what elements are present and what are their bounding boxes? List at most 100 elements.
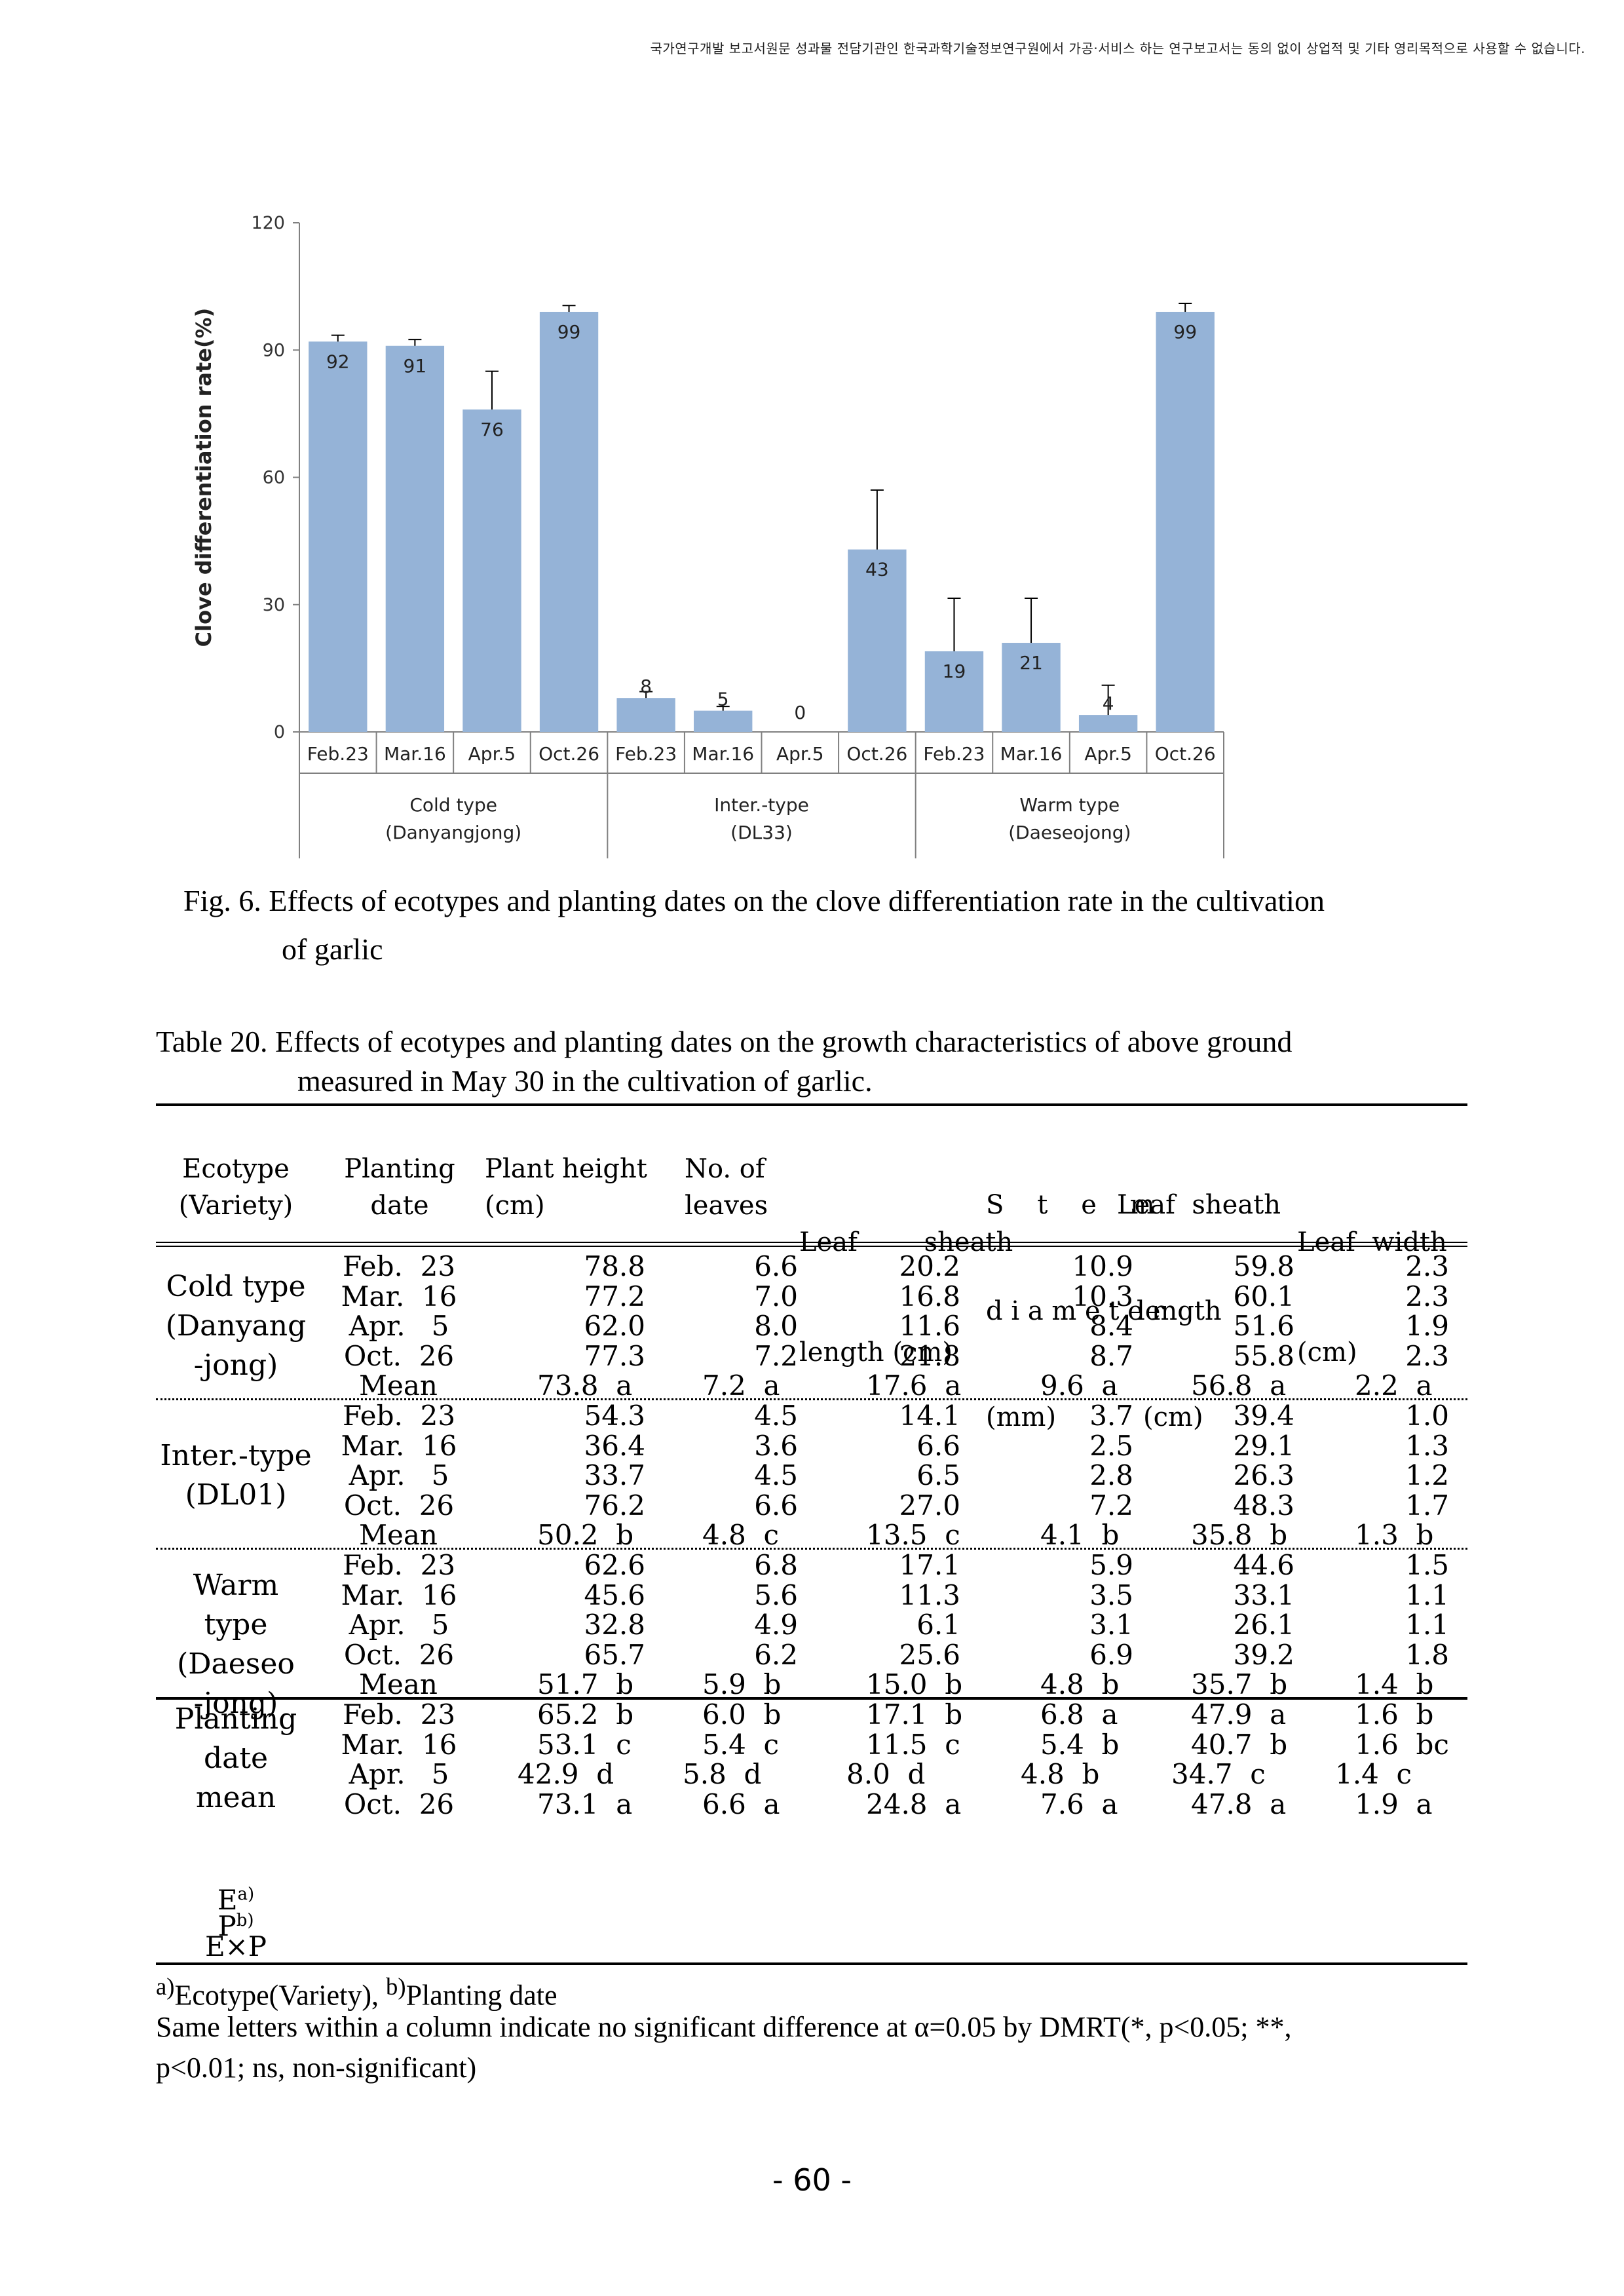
x-tick-label: Oct.26 <box>846 743 907 765</box>
ecotype-group-name: Inter.-type (DL01) <box>160 1439 312 1512</box>
leaf-len-cell: 25.6 <box>899 1638 960 1671</box>
leaf-len-cell: 6.1 <box>916 1609 960 1641</box>
footnote-significance: p<0.01; ns, non-significant) <box>156 2052 477 2084</box>
ecotype-group-name: Cold type (Danyang -jong) <box>165 1270 307 1382</box>
bar <box>848 549 907 732</box>
planting-mean-height-cell: 65.2 b <box>537 1698 634 1731</box>
height-cell: 78.8 <box>584 1250 645 1282</box>
bar <box>694 710 753 732</box>
sheath-cell: 44.6 <box>1233 1549 1294 1581</box>
height-cell: 77.3 <box>584 1339 645 1372</box>
group-label: Inter.-type <box>714 794 809 816</box>
planting-date-cell: Mar. 16 <box>341 1578 457 1611</box>
sheath-cell: 39.4 <box>1233 1400 1294 1432</box>
mean-width-cell: 2.2 a <box>1355 1369 1433 1402</box>
x-tick-label: Oct.26 <box>1155 743 1216 765</box>
width-cell: 2.3 <box>1405 1339 1449 1372</box>
height-cell: 65.7 <box>584 1638 645 1671</box>
data-label: 43 <box>865 559 889 581</box>
data-label: 92 <box>326 351 350 372</box>
height-cell: 33.7 <box>584 1459 645 1492</box>
planting-mean-sheath-cell: 34.7 c <box>1171 1758 1266 1791</box>
leaves-cell: 7.0 <box>754 1280 798 1312</box>
width-cell: 2.3 <box>1405 1280 1449 1312</box>
header-plant-height: Plant height (cm) <box>485 1154 647 1221</box>
sheath-cell: 48.3 <box>1233 1489 1294 1521</box>
planting-date-cell: Feb. 23 <box>342 1400 456 1432</box>
planting-mean-width-cell: 1.9 a <box>1355 1788 1433 1820</box>
figure-caption-line-2: of garlic <box>282 932 383 966</box>
width-cell: 1.5 <box>1405 1549 1449 1581</box>
mean-sheath-cell: 35.8 b <box>1191 1519 1288 1552</box>
group-label-sub: (Danyangjong) <box>385 822 521 843</box>
header-no-of-leaves: No. of leaves <box>685 1154 768 1221</box>
planting-date-cell: Oct. 26 <box>343 1339 455 1372</box>
data-label: 8 <box>640 676 652 697</box>
width-cell: 1.9 <box>1405 1310 1449 1343</box>
group-label: Cold type <box>409 794 497 816</box>
planting-date-cell: Mar. 16 <box>341 1280 457 1312</box>
stem-cell: 3.7 <box>1089 1400 1133 1432</box>
x-tick-label: Apr.5 <box>1084 743 1132 765</box>
planting-mean-leaves-cell: 6.6 a <box>702 1788 780 1820</box>
y-tick-label: 0 <box>274 722 285 742</box>
mean-leaf-len-cell: 13.5 c <box>866 1519 960 1552</box>
leaf-len-cell: 11.6 <box>899 1310 960 1343</box>
data-label: 99 <box>557 321 581 343</box>
bar <box>463 409 521 732</box>
stem-cell: 2.8 <box>1089 1459 1133 1492</box>
bar <box>616 698 675 732</box>
leaves-cell: 7.2 <box>754 1339 798 1372</box>
stem-cell: 3.1 <box>1089 1609 1133 1641</box>
x-tick-label: Mar.16 <box>692 743 754 765</box>
leaves-cell: 6.6 <box>754 1489 798 1521</box>
mean-width-cell: 1.3 b <box>1355 1519 1434 1552</box>
leaves-cell: 5.6 <box>754 1578 798 1611</box>
x-tick-label: Oct.26 <box>538 743 599 765</box>
data-label: 91 <box>404 355 427 377</box>
footnote-abbreviations: a)Ecotype(Variety), b)Planting date <box>156 1973 557 2012</box>
sheath-cell: 26.3 <box>1233 1459 1294 1492</box>
mean-leaf-len-cell: 17.6 a <box>866 1369 962 1402</box>
bar <box>539 311 599 733</box>
data-label: 99 <box>1173 321 1197 343</box>
y-tick-label: 120 <box>251 213 285 233</box>
leaves-cell: 6.2 <box>754 1638 798 1671</box>
stem-cell: 7.2 <box>1089 1489 1133 1521</box>
height-cell: 32.8 <box>584 1609 645 1641</box>
width-cell: 2.3 <box>1405 1250 1449 1282</box>
header-planting-date: Planting date <box>344 1154 455 1221</box>
sheath-cell: 33.1 <box>1233 1578 1294 1611</box>
planting-mean-stem-cell: 5.4 b <box>1040 1728 1120 1761</box>
planting-mean-leaves-cell: 6.0 b <box>702 1698 782 1731</box>
mean-sheath-cell: 56.8 a <box>1191 1369 1287 1402</box>
planting-date-cell: Oct. 26 <box>343 1638 455 1671</box>
x-tick-label: Apr.5 <box>468 743 516 765</box>
mean-label-cell: Mean <box>359 1369 438 1402</box>
bar <box>309 341 368 732</box>
planting-mean-sheath-cell: 40.7 b <box>1191 1728 1288 1761</box>
planting-date-cell: Apr. 5 <box>349 1459 449 1492</box>
stem-cell: 6.9 <box>1089 1638 1133 1671</box>
width-cell: 1.7 <box>1405 1489 1449 1521</box>
planting-mean-sheath-cell: 47.8 a <box>1191 1788 1287 1820</box>
sheath-cell: 59.8 <box>1233 1250 1294 1282</box>
y-axis-label: Clove differentiation rate(%) <box>191 308 216 647</box>
stem-cell: 10.3 <box>1072 1280 1133 1312</box>
planting-date-cell: Oct. 26 <box>343 1489 455 1521</box>
x-tick-label: Feb.23 <box>923 743 985 765</box>
planting-date-cell: Apr. 5 <box>349 1609 449 1641</box>
data-label: 21 <box>1019 652 1043 674</box>
leaf-len-cell: 6.5 <box>916 1459 960 1492</box>
x-tick-label: Mar.16 <box>1000 743 1063 765</box>
header-leaf-sheath: Leaf sheath length (cm) <box>1117 1190 1281 1432</box>
y-tick-label: 60 <box>263 468 285 488</box>
group-separator-solid <box>156 1697 1467 1700</box>
data-label: 76 <box>480 419 504 440</box>
header-rule-1 <box>156 1242 1467 1243</box>
planting-date-cell: Mar. 16 <box>341 1728 457 1761</box>
leaf-len-cell: 17.1 <box>899 1549 960 1581</box>
mean-leaf-len-cell: 15.0 b <box>866 1668 963 1701</box>
height-cell: 76.2 <box>584 1489 645 1521</box>
leaf-len-cell: 6.6 <box>916 1429 960 1462</box>
